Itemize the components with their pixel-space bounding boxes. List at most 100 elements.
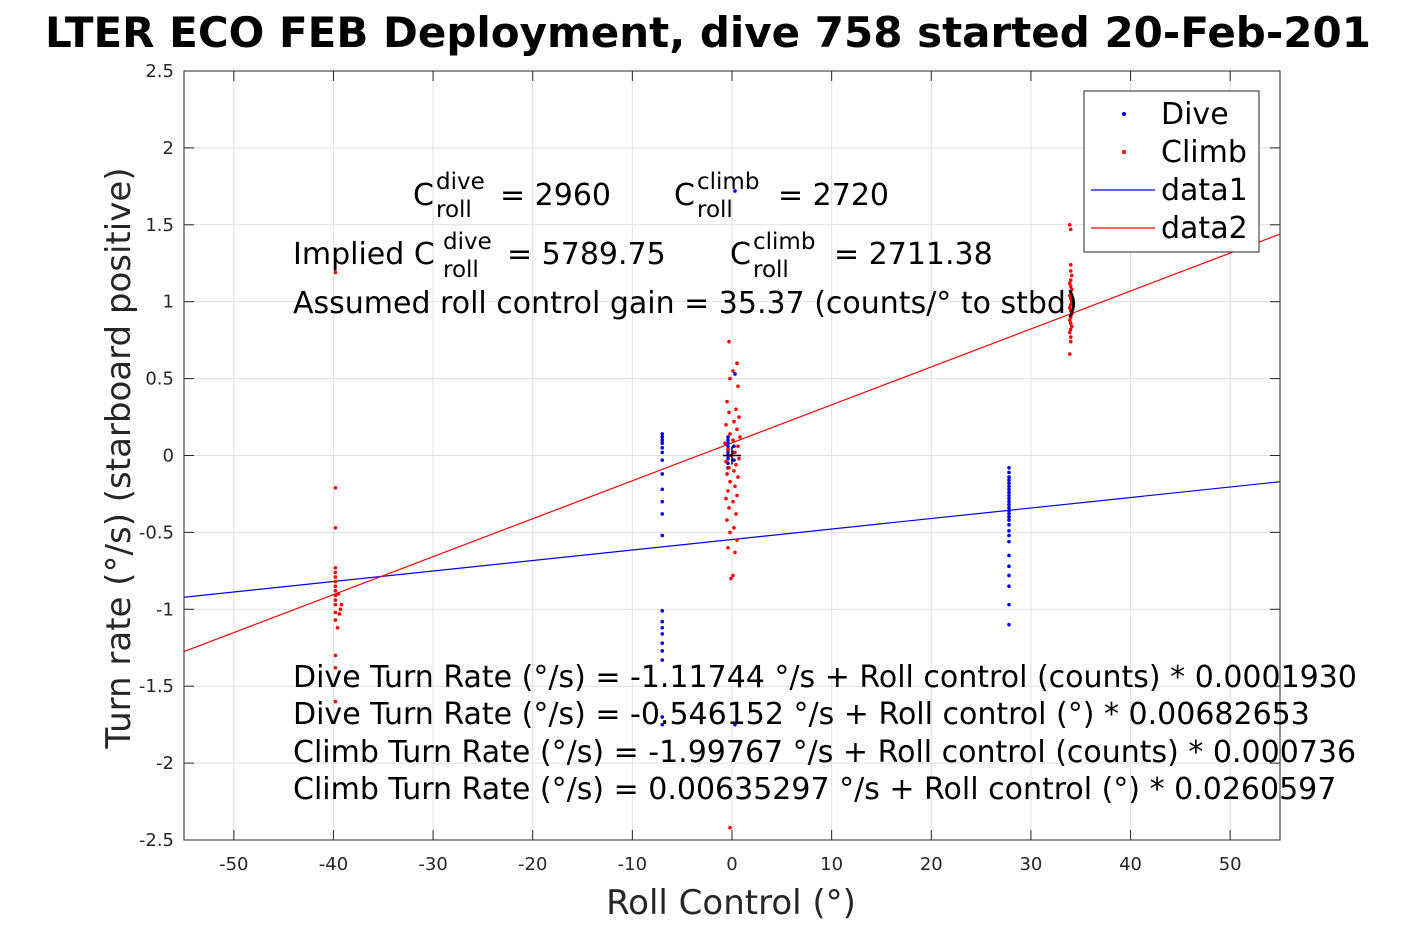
climb-point [733,550,737,555]
x-tick-labels: -50 -40 -30 -20 -10 0 10 20 30 40 50 [219,854,1242,875]
dive-point [660,499,665,504]
y-tick-labels: -2.5 -2 -1.5 -1 -0.5 0 0.5 1 1.5 2 2.5 [139,61,174,851]
climb-point [1068,327,1073,332]
legend-label-climb: Climb [1161,135,1247,170]
climb-point [333,485,338,490]
c-dive-sup: dive [436,169,485,195]
y-tick-label: 1 [163,292,174,313]
climb-point [724,422,728,427]
climb-point [727,466,731,470]
dive-point [726,438,730,442]
climb-point [735,538,739,542]
implied-prefix: Implied C [293,237,435,272]
climb-point [333,565,338,570]
dive-point [1007,475,1011,479]
climb-point [1068,269,1073,273]
climb-point [726,447,730,452]
dive-point [660,641,665,645]
climb-point [1067,306,1072,310]
y-axis-label: Turn rate (°/s) (starboard positive) [99,167,139,749]
dive-point [1007,505,1011,510]
x-tick-label: -10 [618,854,647,875]
origin-cross [723,446,741,465]
climb-point [337,612,342,616]
y-tick-label: -2.5 [139,830,174,851]
dive-point [660,722,665,727]
climb-point [333,602,338,607]
dive-point [1007,484,1011,489]
dive-point [726,456,730,461]
dive-point [660,450,665,455]
climb-point [333,589,338,593]
climb-point [728,530,732,535]
y-tick-label: 2.5 [145,61,174,82]
climb-point [734,512,738,516]
y-tick-label: 1.5 [145,215,174,236]
dive-point [1007,487,1011,492]
fit-line-data1 [183,481,1281,598]
dive-point [726,441,730,445]
climb-point [333,270,338,275]
climb-point [333,593,338,598]
climb-point [335,625,340,630]
c-climb-letter: C [674,178,695,213]
climb-point [731,573,735,578]
climb-point [735,493,739,498]
dive-point [660,487,665,492]
dive-point [1007,502,1011,507]
legend-marker-dive [1122,112,1126,116]
dive-point [1007,478,1011,482]
climb-point [333,525,338,530]
climb-point [736,475,740,479]
implied-dive-value: = 5789.75 [507,237,666,272]
climb-point [1067,223,1072,227]
dive-point [1007,602,1011,607]
implied-dive-sup: dive [443,229,492,255]
dive-point [660,715,665,719]
equation-climb-degrees: Climb Turn Rate (°/s) = 0.00635297 °/s +… [293,772,1336,807]
climb-point [1068,227,1073,232]
y-tick-label: -2 [156,753,174,774]
climb-point [727,505,731,510]
climb-point [1068,284,1073,289]
climb-point [733,450,737,455]
dive-point [1007,529,1011,533]
climb-point [725,399,729,404]
dive-point [660,658,665,662]
climb-point [726,489,730,493]
climb-point [333,653,338,658]
climb-point [727,410,731,415]
dive-point [660,438,665,442]
dive-point [660,446,665,450]
dive-point [733,372,737,376]
implied-climb-sub: roll [753,257,789,283]
implied-climb-letter: C [730,237,751,272]
dive-point [726,444,730,449]
dive-point [1007,466,1011,470]
climb-point [1068,335,1073,339]
climb-point [338,607,343,612]
y-tick-label: -1.5 [139,676,174,697]
climb-point [1068,321,1073,326]
climb-point [725,472,729,476]
climb-point [1067,281,1072,286]
c-dive-letter: C [413,178,434,213]
climb-point [1069,273,1074,278]
c-climb-sub: roll [697,197,733,223]
dive-point [1007,553,1011,558]
climb-point [723,441,727,445]
climb-point [1068,262,1073,267]
annotation-implied: Implied C dive roll = 5789.75 C climb ro… [293,229,993,283]
x-tick-label: 10 [820,854,843,875]
climb-point [1069,299,1074,304]
dive-point [733,722,737,727]
climb-point [731,369,735,373]
climb-point [1068,309,1073,313]
x-tick-label: -20 [518,854,547,875]
x-tick-label: 30 [1019,854,1042,875]
c-dive-value: = 2960 [500,178,611,213]
x-tick-label: -50 [219,854,248,875]
climb-point [735,361,739,366]
x-tick-label: -30 [418,854,447,875]
dive-point [1007,509,1011,513]
